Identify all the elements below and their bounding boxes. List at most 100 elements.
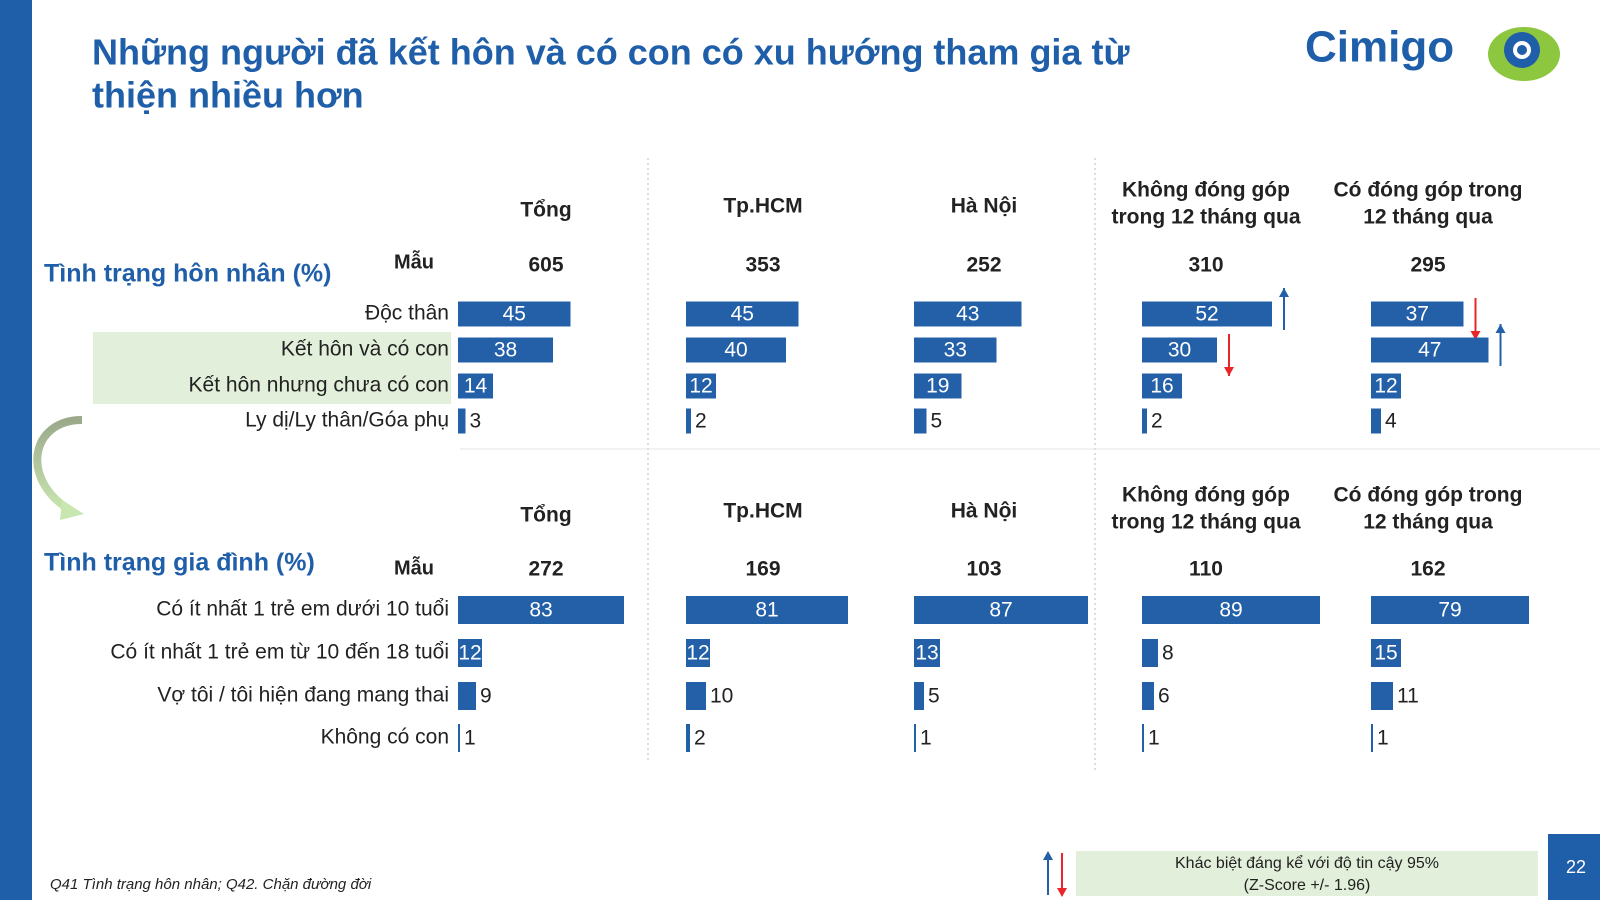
- bar: [1371, 682, 1393, 710]
- value-label: 1: [920, 727, 932, 750]
- bar: [1142, 724, 1144, 752]
- bar: [458, 682, 476, 710]
- value-label: 43: [956, 303, 979, 326]
- value-label: 81: [755, 599, 778, 622]
- value-label: 11: [1397, 685, 1419, 708]
- group-header: trong 12 tháng qua: [1112, 511, 1301, 534]
- value-label: 52: [1195, 303, 1218, 326]
- sample-size: 169: [745, 558, 780, 581]
- bar: [1371, 639, 1401, 667]
- value-label: 12: [689, 375, 712, 398]
- bar: [914, 639, 940, 667]
- bar: [1142, 682, 1154, 710]
- value-label: 14: [464, 375, 488, 398]
- row-label: Vợ tôi / tôi hiện đang mang thai: [157, 684, 449, 707]
- side-stripe: [0, 0, 32, 900]
- group-header: Tổng: [520, 199, 571, 222]
- value-label: 4: [1385, 410, 1397, 433]
- value-label: 47: [1418, 339, 1441, 362]
- group-header: Không đóng góp: [1122, 484, 1290, 507]
- bar: [686, 639, 710, 667]
- sample-label: Mẫu: [394, 249, 434, 273]
- footnote: Q41 Tình trạng hôn nhân; Q42. Chặn đường…: [50, 876, 372, 893]
- bar: [914, 596, 1088, 624]
- legend-box: [1076, 851, 1538, 896]
- page-number: 22: [1566, 857, 1586, 877]
- value-label: 30: [1168, 339, 1191, 362]
- value-label: 12: [1374, 375, 1397, 398]
- value-label: 13: [915, 642, 938, 665]
- value-label: 1: [464, 727, 476, 750]
- bar: [686, 682, 706, 710]
- bar: [1371, 596, 1529, 624]
- value-label: 40: [724, 339, 747, 362]
- bar: [686, 337, 786, 363]
- significance-arrow-head: [1470, 331, 1481, 340]
- sample-size: 103: [966, 558, 1001, 581]
- value-label: 45: [503, 303, 526, 326]
- bar: [458, 408, 466, 434]
- legend-down-head: [1057, 888, 1067, 897]
- value-label: 19: [926, 375, 949, 398]
- row-label: Không có con: [321, 726, 449, 749]
- curved-arrow-head: [60, 500, 84, 520]
- value-label: 33: [944, 339, 967, 362]
- bar: [1371, 724, 1373, 752]
- value-label: 10: [710, 685, 733, 708]
- bar: [458, 337, 553, 363]
- value-label: 37: [1406, 303, 1429, 326]
- bar: [1142, 301, 1272, 327]
- sample-size: 605: [528, 254, 563, 277]
- group-header: Hà Nội: [951, 195, 1018, 218]
- highlight: [93, 332, 451, 368]
- section-title: Tình trạng gia đình (%): [44, 549, 315, 577]
- legend-text: Khác biệt đáng kể với độ tin cậy 95%: [1175, 854, 1439, 872]
- bar: [914, 408, 927, 434]
- bar: [686, 301, 799, 327]
- value-label: 5: [931, 410, 943, 433]
- bar: [458, 639, 482, 667]
- bar: [1371, 301, 1464, 327]
- bar: [458, 724, 460, 752]
- highlight: [93, 368, 451, 404]
- group-header: trong 12 tháng qua: [1112, 206, 1301, 229]
- row-label: Độc thân: [365, 302, 449, 325]
- group-header: Không đóng góp: [1122, 179, 1290, 202]
- value-label: 1: [1148, 727, 1160, 750]
- legend-text: (Z-Score +/- 1.96): [1244, 877, 1371, 894]
- sample-size: 162: [1410, 558, 1445, 581]
- value-label: 89: [1219, 599, 1242, 622]
- sample-size: 110: [1189, 558, 1223, 581]
- value-label: 79: [1438, 599, 1461, 622]
- row-label: Ly dị/Ly thân/Góa phụ: [245, 409, 449, 432]
- bar: [458, 596, 624, 624]
- value-label: 5: [928, 685, 940, 708]
- bar: [1371, 373, 1401, 399]
- row-label: Có ít nhất 1 trẻ em dưới 10 tuổi: [156, 598, 449, 621]
- bar: [914, 373, 962, 399]
- value-label: 8: [1162, 642, 1174, 665]
- value-label: 6: [1158, 685, 1170, 708]
- page-number-box: [1548, 834, 1600, 900]
- value-label: 87: [989, 599, 1012, 622]
- curved-arrow: [33, 416, 83, 514]
- value-label: 3: [470, 410, 482, 433]
- value-label: 15: [1374, 642, 1397, 665]
- value-label: 16: [1150, 375, 1173, 398]
- value-label: 9: [480, 685, 492, 708]
- bar: [686, 596, 848, 624]
- bar: [914, 337, 997, 363]
- bar: [914, 682, 924, 710]
- bar: [1142, 373, 1182, 399]
- value-label: 2: [695, 410, 707, 433]
- sample-size: 272: [528, 558, 563, 581]
- bar: [1371, 408, 1381, 434]
- row-label: Kết hôn nhưng chưa có con: [189, 374, 449, 397]
- significance-arrow-head: [1279, 288, 1289, 297]
- bar: [686, 408, 691, 434]
- value-label: 1: [1377, 727, 1389, 750]
- bar: [1142, 408, 1147, 434]
